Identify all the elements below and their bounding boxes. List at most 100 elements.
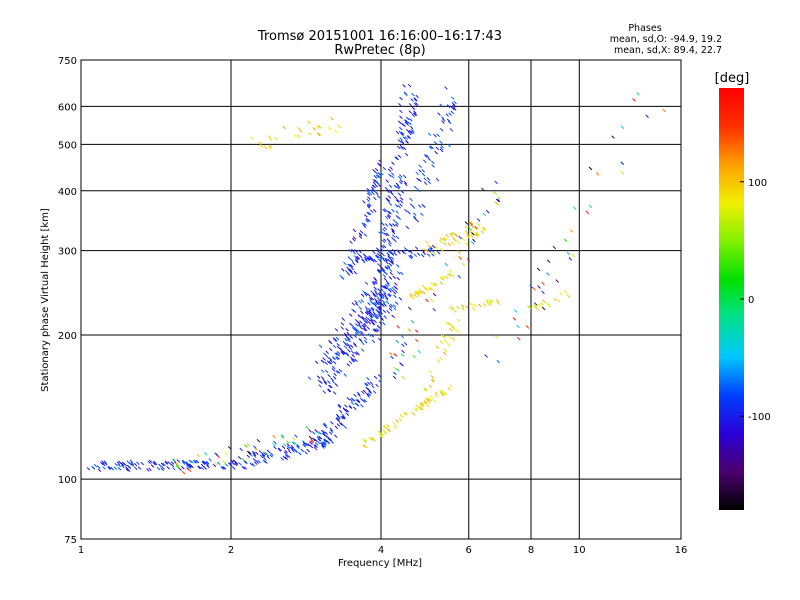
data-point <box>241 465 246 470</box>
data-point <box>359 230 364 234</box>
data-point <box>390 260 395 264</box>
data-point <box>346 363 351 367</box>
data-point <box>423 387 428 391</box>
data-point <box>415 404 420 408</box>
data-point <box>230 459 234 463</box>
data-point <box>588 166 593 171</box>
data-point <box>391 234 396 238</box>
data-point <box>343 261 347 266</box>
data-point <box>448 269 453 273</box>
data-point <box>356 352 360 356</box>
data-point <box>379 295 383 299</box>
data-point <box>566 251 571 256</box>
data-point <box>408 110 412 114</box>
data-point <box>368 436 372 441</box>
data-point <box>446 343 451 347</box>
data-point <box>363 222 367 227</box>
y-tick-label: 500 <box>58 140 77 151</box>
data-point <box>410 320 415 324</box>
data-point <box>451 337 456 341</box>
data-point <box>338 409 343 414</box>
colorbar-ticks: 100 0 -100 <box>740 178 771 423</box>
data-point <box>453 107 457 111</box>
data-point <box>316 436 321 440</box>
data-point <box>434 394 439 398</box>
data-point <box>427 249 432 253</box>
data-point <box>120 462 125 467</box>
data-point <box>466 233 470 238</box>
data-point <box>166 466 170 470</box>
data-point <box>358 232 363 237</box>
data-point <box>110 466 114 471</box>
data-point <box>367 333 372 337</box>
data-point <box>308 435 313 440</box>
data-point <box>442 351 447 356</box>
data-point <box>312 127 316 131</box>
data-point <box>375 174 380 179</box>
data-point <box>404 182 408 187</box>
data-point <box>383 238 387 242</box>
data-point <box>412 215 417 219</box>
data-point <box>370 301 374 305</box>
data-point <box>126 468 131 472</box>
data-point <box>372 168 376 173</box>
data-point <box>351 359 355 363</box>
data-point <box>354 402 359 407</box>
data-point <box>252 450 256 455</box>
data-point <box>107 466 111 470</box>
data-point <box>259 454 264 459</box>
data-point <box>328 384 332 389</box>
data-point <box>364 306 369 310</box>
data-point <box>392 219 397 223</box>
data-point <box>397 250 401 255</box>
data-point <box>330 377 334 382</box>
data-point <box>466 258 471 262</box>
data-point <box>484 354 488 358</box>
data-point <box>443 339 448 343</box>
data-point <box>255 460 259 464</box>
data-point <box>556 298 561 303</box>
data-point <box>352 228 357 233</box>
data-point <box>340 322 345 326</box>
data-point <box>364 320 369 324</box>
data-point <box>447 387 452 391</box>
data-point <box>382 321 386 326</box>
data-point <box>331 365 336 370</box>
data-point <box>428 287 432 291</box>
data-point <box>412 354 416 359</box>
data-point <box>255 451 259 455</box>
data-point <box>404 208 408 213</box>
data-point <box>349 335 354 339</box>
data-point <box>379 265 384 270</box>
y-tick-label: 75 <box>64 535 77 546</box>
data-point <box>366 189 370 194</box>
data-point <box>425 397 429 402</box>
data-point <box>352 236 357 240</box>
data-point <box>365 382 369 387</box>
data-point <box>326 440 330 445</box>
data-point <box>313 444 317 448</box>
data-point <box>409 125 414 130</box>
data-point <box>369 189 374 193</box>
data-point <box>332 356 336 361</box>
data-point <box>566 294 571 299</box>
data-point <box>423 400 428 404</box>
data-point <box>395 156 399 161</box>
data-point <box>118 460 122 464</box>
data-point <box>366 394 371 398</box>
data-point <box>447 273 451 278</box>
data-point <box>335 356 339 361</box>
data-point <box>450 241 455 246</box>
data-point <box>216 454 220 459</box>
data-point <box>355 330 360 335</box>
data-point <box>243 466 248 470</box>
data-point <box>344 404 348 408</box>
data-point <box>527 305 532 309</box>
data-point <box>352 251 357 255</box>
data-point <box>181 466 185 470</box>
data-point <box>441 116 445 120</box>
data-point <box>431 244 436 249</box>
data-point <box>282 443 287 447</box>
data-point <box>196 453 201 458</box>
data-point <box>494 180 498 185</box>
